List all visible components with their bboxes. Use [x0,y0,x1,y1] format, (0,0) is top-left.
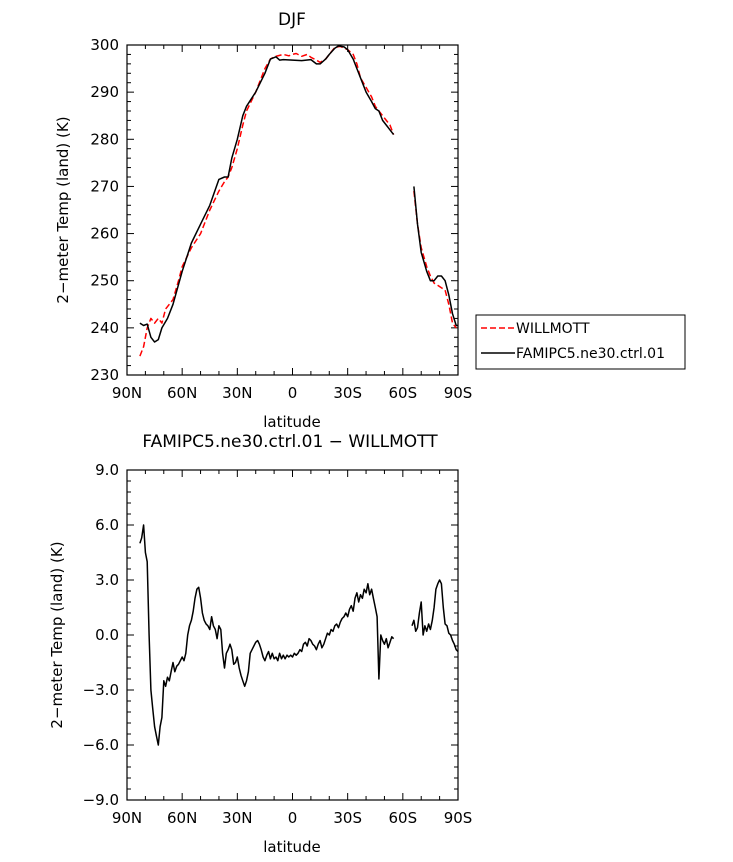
top-x-tick-label: 90S [444,384,473,402]
bottom-axes: 90N 60N 30N 0 30S 60S 90S −9.0 −6.0 −3.0 0.0 3.0 6.0… [83,461,473,827]
top-y-tick-label: 240 [90,319,119,337]
bottom-x-tick-label: 60N [167,809,197,827]
top-y-tick-label: 280 [90,130,119,148]
top-chart-title: DJF [278,10,306,30]
top-x-tick-label: 30N [222,384,252,402]
top-y-tick-label: 290 [90,83,119,101]
top-x-tick-label: 30S [333,384,362,402]
bottom-y-tick-label: 9.0 [95,461,119,479]
top-plot-frame [126,44,459,376]
top-x-axis-label: latitude [263,413,321,431]
top-series-0-line-segment [139,45,395,357]
top-x-tick-label: 90N [112,384,142,402]
bottom-series-0-line-segment [411,579,459,653]
bottom-y-tick-label: −9.0 [83,791,119,809]
bottom-x-tick-label: 30N [222,809,252,827]
legend-label-willmott: WILLMOTT [516,321,590,337]
top-panel: DJF 90N 60N 30N 0 30S 60S 90S 230 240 250 260 270 28… [54,10,472,431]
top-x-tick-label: 60S [389,384,418,402]
top-y-tick-label: 300 [90,36,119,54]
bottom-y-tick-label: −3.0 [83,681,119,699]
top-y-tick-label: 260 [90,225,119,243]
bottom-plot-frame [126,469,459,801]
legend-box [475,314,686,370]
bottom-x-axis-label: latitude [263,838,321,856]
top-y-tick-label: 230 [90,366,119,384]
bottom-x-tick-label: 60S [389,809,418,827]
bottom-series-0-line-segment [139,524,395,746]
top-series-layer [139,45,458,357]
bottom-x-tick-label: 30S [333,809,362,827]
bottom-y-tick-label: 3.0 [95,571,119,589]
top-y-axis-label: 2−meter Temp (land) (K) [54,116,72,303]
top-series-1-line-segment [413,186,458,327]
top-axes: 90N 60N 30N 0 30S 60S 90S 230 240 250 260 270 280 290… [90,36,472,402]
top-series-0-line-segment [413,191,457,329]
bottom-y-tick-label: 6.0 [95,516,119,534]
bottom-x-tick-label: 90S [444,809,473,827]
bottom-panel: FAMIPC5.ne30.ctrl.01 − WILLMOTT 90N 60N 30… [48,432,472,856]
legend-label-famipc5: FAMIPC5.ne30.ctrl.01 [516,346,665,362]
bottom-series-layer [139,524,459,746]
top-x-tick-label: 0 [288,384,298,402]
bottom-y-tick-label: −6.0 [83,736,119,754]
bottom-y-tick-label: 0.0 [95,626,119,644]
legend: WILLMOTT FAMIPC5.ne30.ctrl.01 [475,314,686,370]
top-x-tick-label: 60N [167,384,197,402]
bottom-x-tick-label: 0 [288,809,298,827]
top-y-tick-label: 270 [90,177,119,195]
bottom-x-tick-label: 90N [112,809,142,827]
top-y-tick-label: 250 [90,272,119,290]
bottom-chart-title: FAMIPC5.ne30.ctrl.01 − WILLMOTT [142,432,438,452]
bottom-y-axis-label: 2−meter Temp (land) (K) [48,541,66,728]
top-series-1-line-segment [139,45,395,343]
